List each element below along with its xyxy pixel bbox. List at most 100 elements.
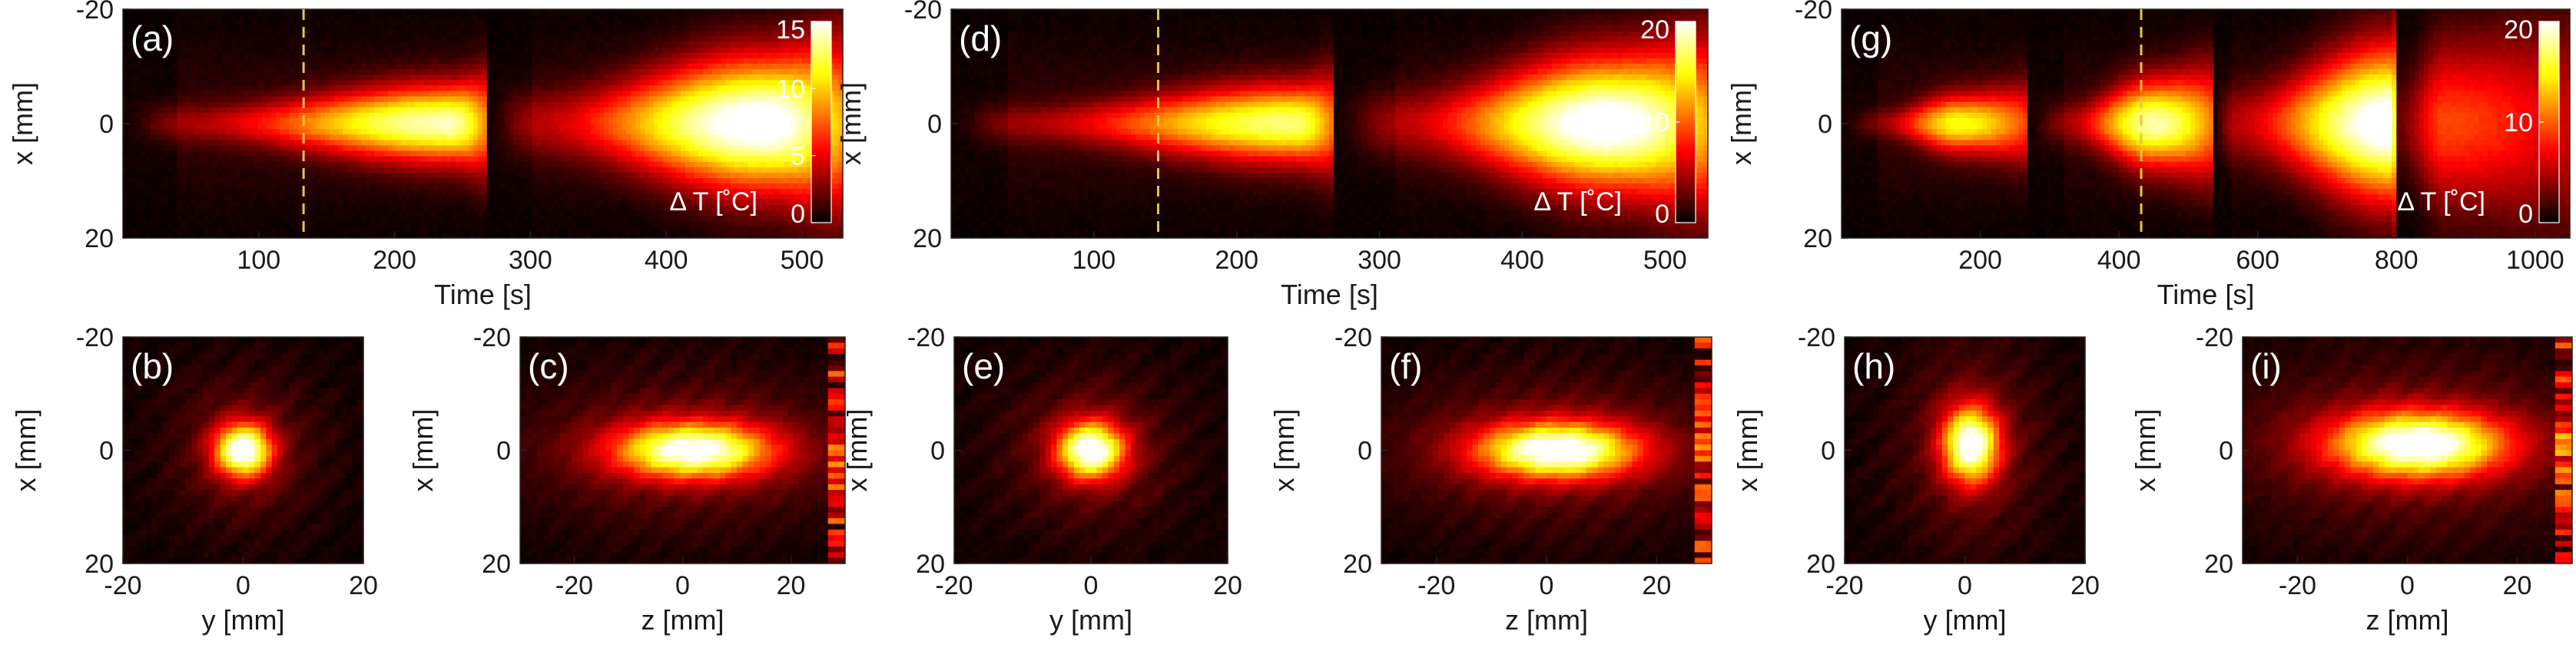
- x-axis-label: y [mm]: [1049, 604, 1132, 636]
- y-tick-label: 20: [85, 224, 114, 253]
- panel-d: 100 200 300 400 500 -20 0 20 Time [s] x [mm] (d) 0 1…: [835, 0, 1709, 310]
- y-tick-label: 20: [1343, 550, 1372, 579]
- y-tick-label: 20: [2204, 550, 2233, 579]
- y-tick-label: 0: [99, 437, 114, 466]
- x-tick-label: 800: [2375, 246, 2419, 275]
- x-tick-label: 20: [777, 571, 806, 600]
- x-axis-label: y [mm]: [1924, 604, 2007, 636]
- heatmap-cells: [2243, 337, 2573, 564]
- panel-label: (f): [1389, 346, 1422, 386]
- y-tick-label: -20: [2196, 323, 2233, 352]
- y-tick-label: 0: [496, 437, 511, 466]
- y-tick-label: 0: [1818, 110, 1832, 139]
- x-tick-label: 100: [237, 246, 280, 275]
- colorbar-tick-label: 0: [791, 200, 805, 229]
- x-tick-label: 100: [1072, 246, 1116, 275]
- y-tick-label: -20: [907, 323, 945, 352]
- colorbar-tick-label: 20: [2504, 15, 2533, 45]
- panel-label: (h): [1852, 346, 1895, 386]
- colorbar-label: Δ T [˚C]: [2397, 187, 2485, 216]
- x-tick-label: -20: [2279, 571, 2316, 600]
- x-axis-label: Time [s]: [1281, 279, 1378, 310]
- y-tick-label: -20: [473, 323, 511, 352]
- x-tick-label: 200: [1215, 246, 1258, 275]
- y-tick-label: -20: [1798, 323, 1835, 352]
- y-axis-label: x [mm]: [7, 82, 38, 165]
- x-axis-label: Time [s]: [2157, 279, 2255, 310]
- panel-label: (c): [528, 346, 569, 386]
- y-axis-label: x [mm]: [835, 82, 867, 165]
- x-tick-label: 20: [1642, 571, 1671, 600]
- x-tick-label: 200: [1958, 246, 2002, 275]
- x-tick-label: 20: [349, 571, 378, 600]
- y-axis-label: x [mm]: [10, 409, 41, 492]
- y-tick-label: 20: [913, 224, 942, 253]
- x-tick-label: -20: [1417, 571, 1455, 600]
- x-axis-label: Time [s]: [434, 279, 532, 310]
- x-tick-label: 0: [1084, 571, 1099, 600]
- x-tick-label: 1000: [2506, 246, 2564, 275]
- y-tick-label: 20: [916, 550, 945, 579]
- panel-label: (e): [962, 346, 1005, 386]
- colorbar-tick-label: 10: [776, 74, 805, 104]
- colorbar-label: Δ T [˚C]: [1533, 187, 1622, 216]
- y-tick-label: 20: [85, 550, 114, 579]
- y-tick-label: -20: [76, 0, 114, 25]
- x-tick-label: 300: [509, 246, 552, 275]
- colorbar-tick-label: 0: [2518, 200, 2533, 229]
- colorbar-tick-label: 20: [1640, 15, 1669, 45]
- y-tick-label: 20: [1803, 224, 1832, 253]
- y-tick-label: 0: [2219, 437, 2233, 466]
- x-tick-label: 0: [1958, 571, 1972, 600]
- x-tick-label: 500: [781, 246, 824, 275]
- colorbar-tick-label: 0: [1655, 200, 1669, 229]
- y-tick-label: 0: [927, 110, 942, 139]
- x-tick-label: 0: [675, 571, 690, 600]
- x-tick-label: 20: [2070, 571, 2100, 600]
- x-tick-label: 20: [1213, 571, 1242, 600]
- colorbar-tick-label: 10: [1640, 108, 1669, 137]
- y-tick-label: 20: [482, 550, 511, 579]
- y-tick-label: 0: [1358, 437, 1372, 466]
- x-tick-label: 0: [236, 571, 250, 600]
- x-tick-label: 500: [1643, 246, 1687, 275]
- colorbar-label: Δ T [˚C]: [669, 187, 758, 216]
- y-axis-label: x [mm]: [1732, 409, 1763, 492]
- panel-label: (b): [131, 346, 174, 386]
- panel-label: (d): [959, 18, 1002, 58]
- x-tick-label: 400: [1500, 246, 1544, 275]
- colorbar-tick-label: 15: [776, 15, 805, 45]
- y-tick-label: 0: [930, 437, 945, 466]
- x-tick-label: 400: [645, 246, 688, 275]
- y-axis-label: x [mm]: [841, 409, 873, 492]
- y-tick-label: -20: [76, 323, 114, 352]
- x-tick-label: 300: [1358, 246, 1401, 275]
- panel-label: (i): [2250, 346, 2282, 386]
- x-axis-label: y [mm]: [202, 604, 285, 636]
- x-axis-label: z [mm]: [1505, 604, 1588, 636]
- x-tick-label: 20: [2503, 571, 2532, 600]
- x-axis-label: z [mm]: [2366, 604, 2449, 636]
- panel-label: (a): [131, 18, 174, 58]
- x-tick-label: -20: [555, 571, 593, 600]
- y-tick-label: 0: [99, 110, 114, 139]
- y-tick-label: 0: [1821, 437, 1835, 466]
- x-tick-label: 400: [2097, 246, 2141, 275]
- colorbar-tick-label: 10: [2504, 108, 2533, 137]
- panel-label: (g): [1849, 18, 1892, 58]
- heatmap-cells: [1381, 337, 1712, 564]
- y-axis-label: x [mm]: [1726, 82, 1757, 165]
- y-tick-label: -20: [904, 0, 942, 25]
- x-axis-label: z [mm]: [642, 604, 724, 636]
- y-axis-label: x [mm]: [1268, 409, 1300, 492]
- y-tick-label: -20: [1334, 323, 1372, 352]
